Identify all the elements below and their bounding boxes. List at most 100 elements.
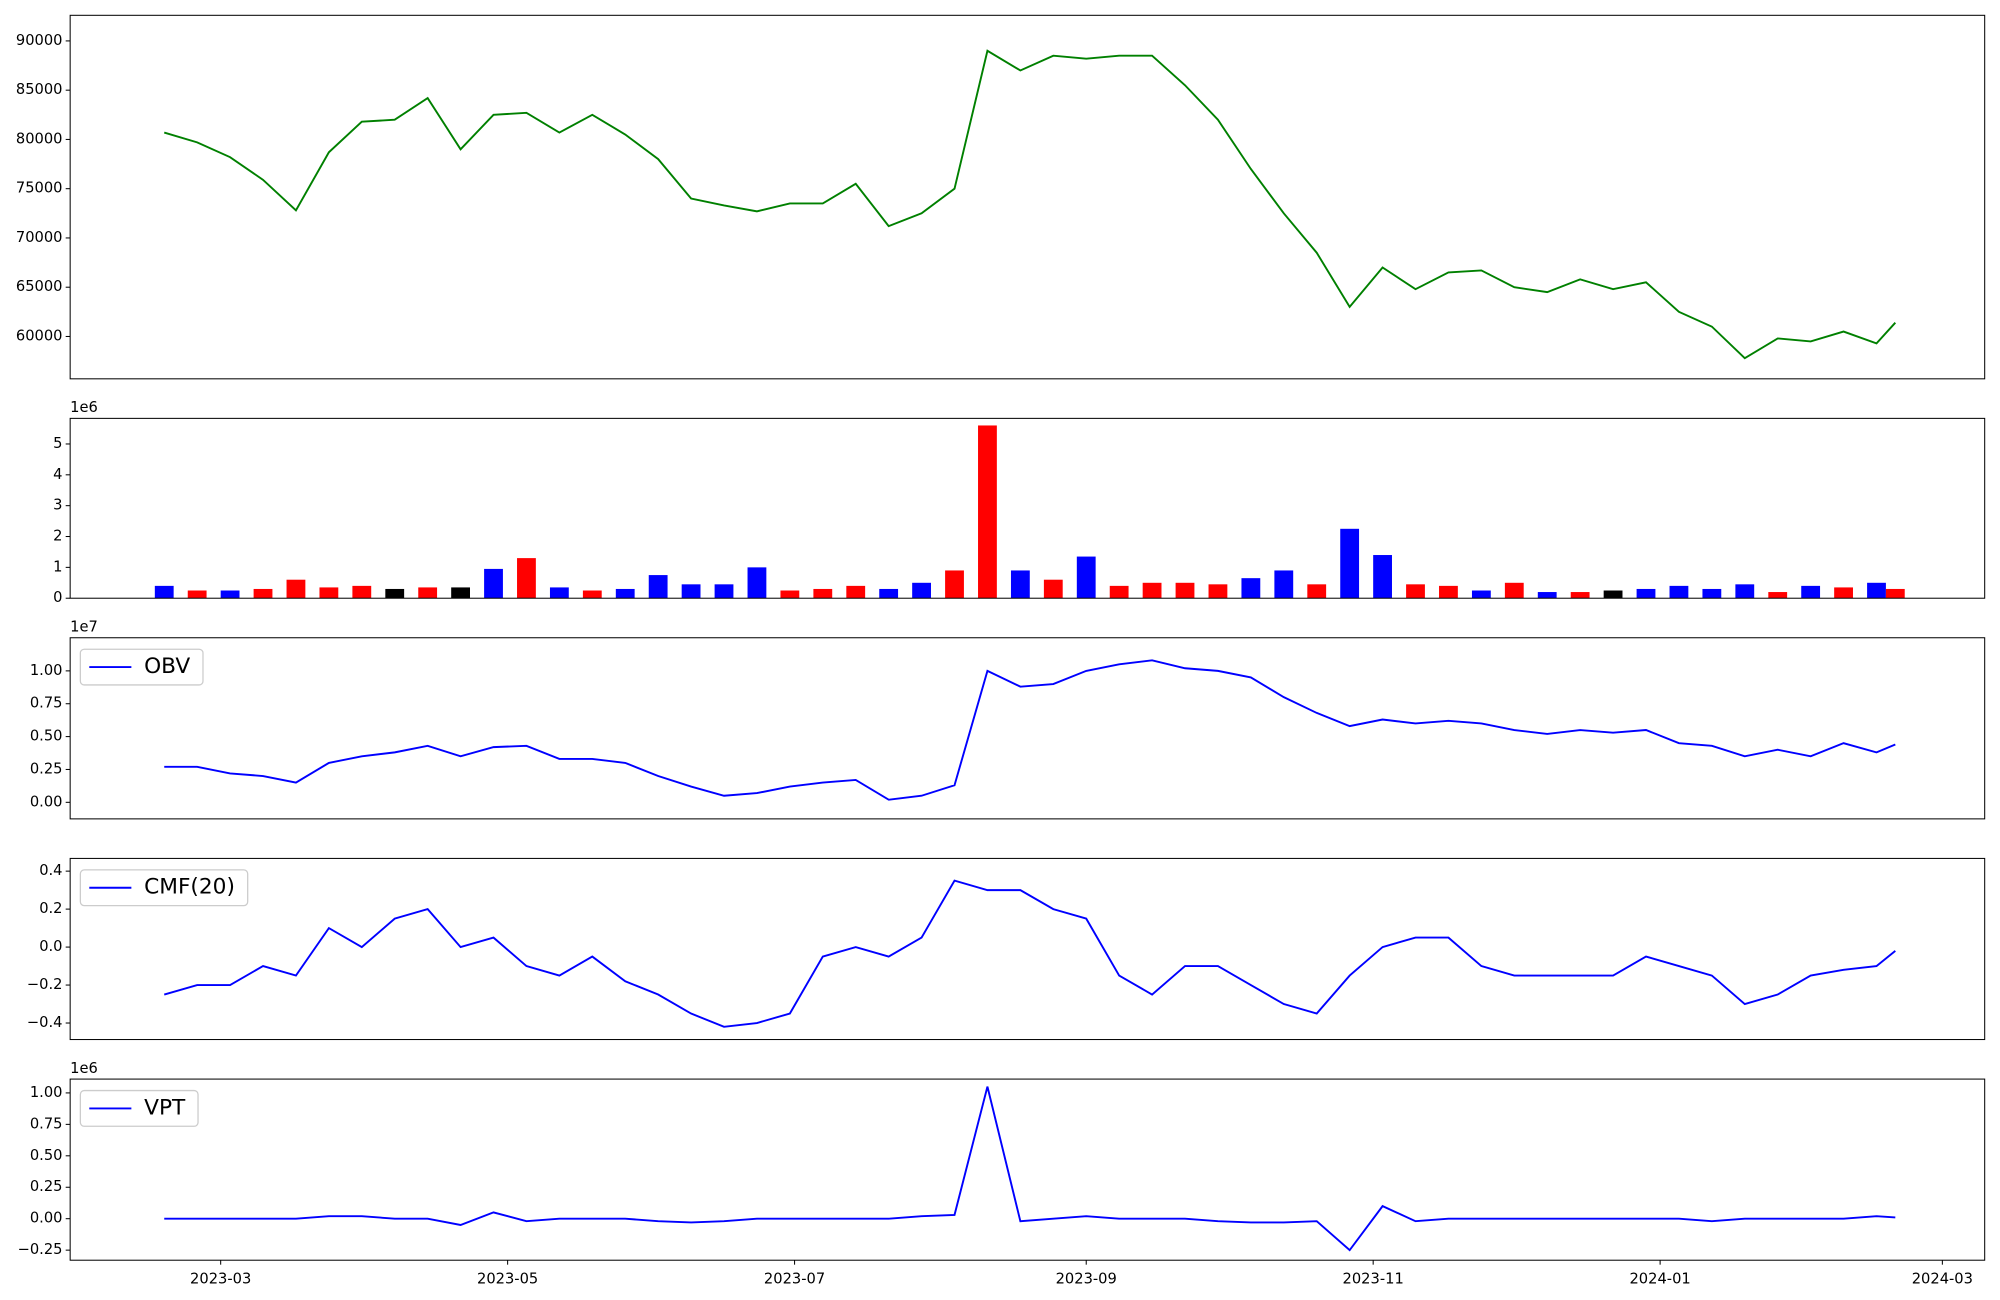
bar	[154, 585, 174, 599]
bar	[945, 570, 964, 599]
bar	[648, 575, 668, 599]
bar	[1175, 582, 1195, 599]
axes-frame	[69, 857, 1986, 1041]
bar	[714, 584, 734, 599]
line	[163, 49, 1897, 360]
line	[163, 879, 1896, 1028]
bar	[1834, 587, 1853, 599]
bar	[1702, 588, 1722, 599]
y-tick-label: −0.25	[18, 1241, 63, 1258]
axes-frame	[69, 14, 1986, 380]
x-tick-label: 2024-03	[1912, 1270, 1973, 1287]
legend-box	[79, 648, 204, 686]
x-tick-label: 2023-05	[477, 1270, 538, 1287]
bar	[1406, 584, 1425, 599]
y-tick-label: 75000	[16, 180, 63, 197]
y-tick-label: 0.50	[30, 728, 63, 745]
bar	[1010, 570, 1030, 599]
y-tick-label: 90000	[16, 32, 63, 49]
bar	[418, 587, 438, 599]
y-tick-label: 0.00	[30, 793, 63, 810]
bar	[484, 568, 503, 599]
bar	[253, 588, 273, 599]
offset-label: 1e6	[70, 399, 98, 416]
bar	[1636, 588, 1656, 599]
line	[164, 1086, 1896, 1252]
bar	[1208, 584, 1228, 599]
bar	[517, 558, 536, 599]
x-tick-label: 2023-09	[1056, 1270, 1117, 1287]
bar	[220, 590, 240, 599]
bar	[1142, 582, 1162, 599]
axes-frame	[69, 637, 1986, 820]
bar	[1076, 556, 1096, 599]
y-tick-label: 0.0	[39, 938, 62, 955]
bar	[1669, 585, 1689, 599]
y-tick-label: 0.75	[30, 695, 63, 712]
y-tick-label: −0.4	[27, 1014, 63, 1031]
bar	[780, 590, 800, 599]
bar	[1471, 590, 1491, 599]
bar	[1768, 592, 1788, 599]
bar	[352, 585, 372, 599]
bar	[747, 567, 767, 599]
line	[164, 659, 1896, 801]
bar	[1241, 578, 1261, 599]
y-tick-label: 60000	[16, 327, 63, 344]
bar	[1274, 570, 1294, 599]
y-tick-label: 2	[53, 528, 62, 545]
y-tick-label: 0.75	[30, 1115, 63, 1132]
legend-label: CMF(20)	[144, 875, 235, 900]
bar	[846, 585, 866, 599]
y-tick-label: 70000	[16, 229, 63, 246]
bar	[1537, 592, 1557, 599]
y-tick-label: 65000	[16, 278, 63, 295]
axes-frame	[69, 417, 1986, 599]
bar	[1570, 592, 1590, 599]
bar	[1307, 584, 1327, 599]
bar	[1043, 579, 1063, 599]
bar	[879, 588, 899, 599]
x-tick-label: 2023-03	[190, 1270, 251, 1287]
bar	[1439, 585, 1458, 599]
bar	[1504, 582, 1524, 599]
y-tick-label: 1.00	[30, 662, 63, 679]
bar	[549, 587, 569, 599]
x-tick-label: 2023-11	[1343, 1270, 1404, 1287]
y-tick-label: 0.00	[30, 1210, 63, 1227]
bar	[1735, 584, 1755, 599]
bar	[582, 590, 602, 599]
bar	[1801, 585, 1821, 599]
legend-box	[79, 869, 249, 907]
bar	[319, 587, 339, 599]
y-tick-label: 0.25	[30, 760, 63, 777]
y-tick-label: 0	[53, 589, 62, 606]
bar	[1373, 555, 1392, 599]
bar	[451, 587, 470, 599]
y-tick-label: 0.50	[30, 1147, 63, 1164]
bar	[978, 425, 997, 599]
bar	[286, 579, 306, 599]
y-tick-label: 3	[53, 497, 62, 514]
y-tick-label: 80000	[16, 130, 63, 147]
y-tick-label: 4	[53, 466, 62, 483]
legend-label: VPT	[144, 1095, 186, 1120]
legend-label: OBV	[144, 654, 190, 679]
bar	[681, 584, 701, 599]
axes-frame	[69, 1078, 1986, 1261]
bar	[1885, 588, 1905, 599]
x-tick-label: 2024-01	[1629, 1270, 1690, 1287]
bar	[615, 588, 635, 599]
bar	[385, 588, 405, 599]
bar	[187, 590, 207, 599]
y-tick-label: 85000	[16, 81, 63, 98]
y-tick-label: 5	[53, 435, 62, 452]
y-tick-label: −0.2	[27, 976, 63, 993]
legend-box	[79, 1089, 199, 1127]
bar	[1340, 528, 1360, 599]
offset-label: 1e7	[70, 619, 98, 636]
bar	[813, 588, 833, 599]
bar	[912, 582, 931, 599]
